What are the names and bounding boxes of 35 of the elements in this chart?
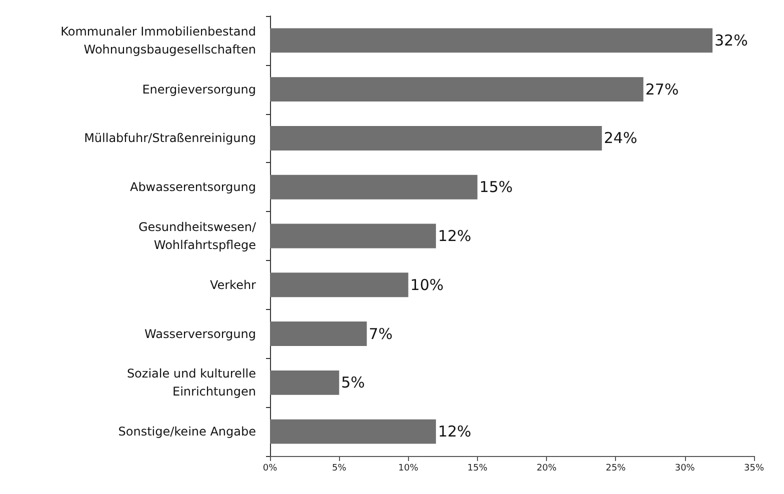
bar	[270, 126, 602, 150]
bar	[270, 77, 644, 102]
y-tick-label: Abwasserentsorgung	[130, 180, 256, 194]
y-tick-label: Gesundheitswesen/ Wohlfahrtspflege	[138, 220, 257, 252]
bar	[270, 224, 436, 248]
data-label: 24%	[604, 129, 638, 148]
data-label: 10%	[410, 276, 444, 294]
y-tick-label: Kommunaler Immobilienbestand Wohnungsbaugesellschaften	[60, 24, 256, 56]
bar	[270, 322, 367, 346]
y-tick-label: Verkehr	[210, 278, 256, 292]
data-label: 32%	[714, 31, 748, 50]
bar	[270, 272, 408, 298]
y-tick-label: Sonstige/keine Angabe	[118, 424, 256, 439]
data-label: 15%	[479, 178, 513, 196]
data-label: 27%	[645, 80, 679, 98]
y-tick-label: Soziale und kulturelle Einrichtungen	[126, 366, 256, 399]
y-tick-label: Müllabfuhr/Straßenreinigung	[84, 131, 256, 146]
x-tick-label: 25%	[606, 464, 626, 474]
x-tick-label: 30%	[674, 464, 696, 474]
x-tick-label: 35%	[744, 464, 764, 474]
x-tick-label: 15%	[467, 464, 488, 474]
bar	[270, 419, 436, 444]
x-tick-label: 20%	[536, 464, 558, 474]
bar	[270, 174, 478, 200]
y-tick-label: Energieversorgung	[142, 82, 256, 96]
x-tick-label: 5%	[332, 464, 347, 474]
bar	[270, 370, 340, 395]
x-tick-label: 0%	[262, 464, 278, 474]
data-label: 7%	[368, 324, 393, 343]
data-label: 5%	[341, 374, 365, 392]
y-tick-label: Wasserversorgung	[144, 326, 256, 341]
bar	[270, 28, 713, 53]
x-tick-label: 10%	[398, 464, 419, 474]
data-label: 12%	[438, 422, 472, 441]
data-label: 12%	[438, 227, 472, 245]
